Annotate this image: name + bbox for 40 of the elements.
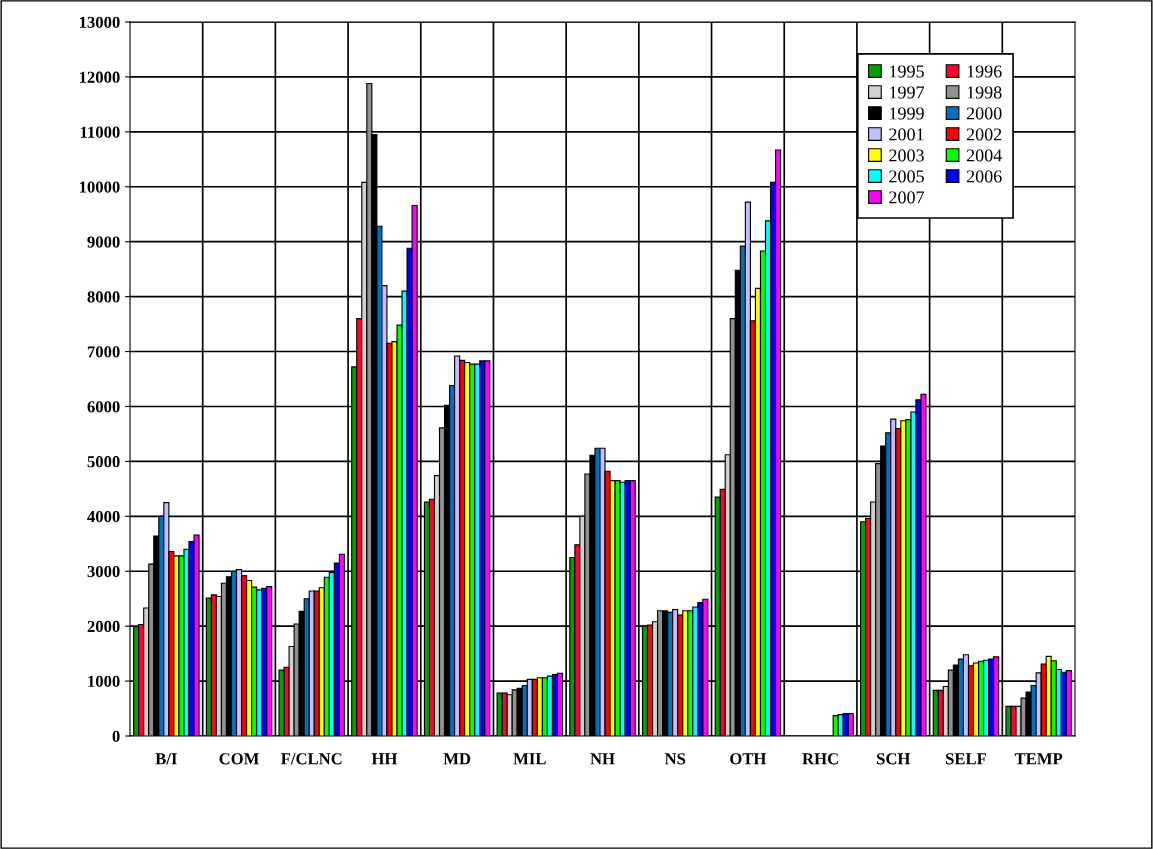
x-tick-label: TEMP [1014,753,1063,765]
legend-label: 2005 [889,170,924,183]
y-tick-label: 8000 [87,291,120,303]
x-tick-label: F/CLNC [281,753,342,765]
y-tick-label: 12000 [79,71,120,83]
legend-label: 1999 [890,107,924,120]
x-tick-label: RHC [802,753,838,765]
x-tick-label: HH [371,753,398,765]
legend-label: 1998 [967,86,1002,99]
y-tick-label: 11000 [80,126,120,138]
x-tick-label: NS [664,753,686,765]
legend-label: 1997 [890,86,925,99]
legend-label: 2004 [966,149,1002,162]
y-tick-label: 3000 [87,565,120,578]
x-tick-label: COM [219,753,259,765]
legend-label: 1995 [890,65,924,78]
y-tick-label: 9000 [87,236,120,248]
y-tick-label: 4000 [87,511,120,523]
legend-label: 2006 [966,170,1002,183]
y-tick-label: 10000 [79,181,120,193]
x-tick-label: MD [443,753,471,765]
y-tick-label: 7000 [87,346,120,358]
legend-label: 2003 [889,149,924,162]
y-tick-label: 6000 [87,401,120,413]
x-tick-label: B/I [155,753,177,765]
y-tick-label: 13000 [79,16,120,28]
x-tick-label: SELF [946,753,987,765]
legend-label: 2001 [889,128,924,141]
legend-label: 1996 [967,65,1002,78]
y-tick-label: 0 [112,730,120,742]
x-tick-label: MIL [513,753,546,765]
x-tick-label: NH [590,753,615,765]
legend-label: 2007 [889,191,925,204]
y-tick-label: 2000 [87,620,120,633]
x-tick-label: OTH [730,753,767,765]
y-tick-label: 5000 [87,456,120,468]
x-tick-label: SCH [877,753,911,765]
legend-label: 2000 [966,107,1002,120]
legend-label: 2002 [966,128,1002,141]
y-tick-label: 1000 [88,675,120,688]
